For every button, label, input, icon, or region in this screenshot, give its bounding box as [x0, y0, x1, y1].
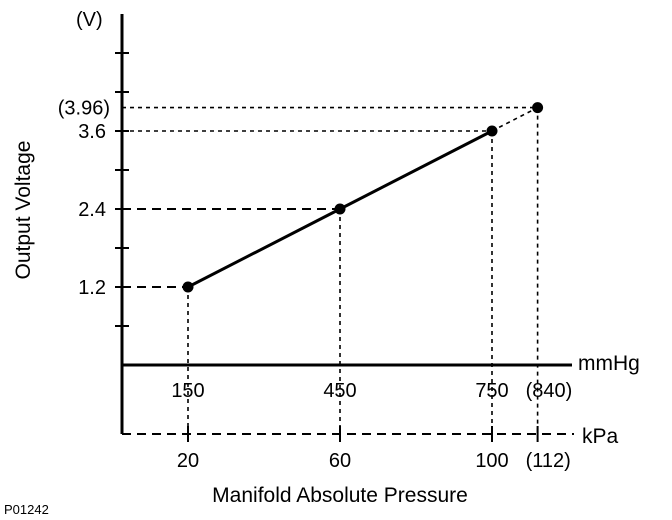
data-point: [532, 102, 544, 114]
guide-lines: [122, 106, 539, 434]
kpa-tick-label: (112): [526, 450, 571, 472]
mmhg-tick-label: 150: [171, 380, 204, 402]
series-extension-line: [491, 106, 538, 132]
data-series: [182, 102, 544, 293]
y-tick-label: 1.2: [78, 277, 106, 299]
kpa-tick-label: 20: [177, 450, 199, 472]
mmhg-tick-label: (840): [526, 380, 573, 402]
axis-labels: (V) Output Voltage Manifold Absolute Pre…: [4, 9, 640, 517]
y-axis-title: Output Voltage: [12, 141, 35, 280]
y-unit-label: (V): [76, 9, 103, 31]
kpa-tick-label: 100: [475, 450, 508, 472]
x-axis-title: Manifold Absolute Pressure: [212, 484, 468, 507]
data-point: [486, 125, 498, 137]
y-tick-label: 2.4: [78, 199, 106, 221]
kpa-tick-label: 60: [329, 450, 351, 472]
figure-code: P01242: [4, 502, 49, 517]
axes: [115, 14, 574, 442]
data-point: [334, 203, 346, 215]
y-tick-label: (3.96): [58, 98, 110, 120]
kpa-unit-label: kPa: [582, 425, 619, 448]
mmhg-tick-label: 750: [475, 380, 508, 402]
mmhg-unit-label: mmHg: [578, 352, 640, 375]
data-point: [182, 281, 194, 293]
y-tick-label: 3.6: [78, 121, 106, 143]
mmhg-tick-label: 450: [323, 380, 356, 402]
